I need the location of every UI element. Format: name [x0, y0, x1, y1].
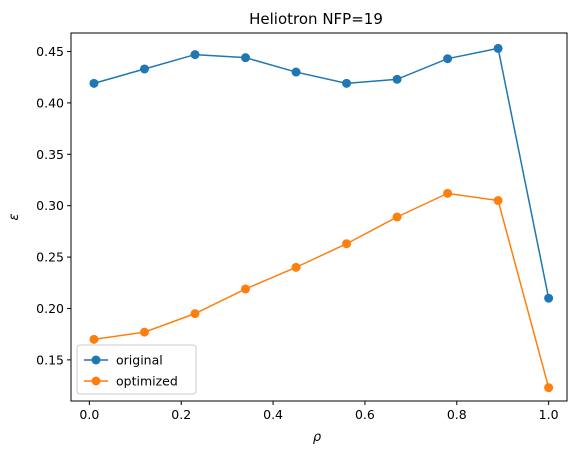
y-tick-label: 0.25 [36, 250, 64, 265]
y-tick-label: 0.45 [36, 44, 64, 59]
y-axis-label: ε [7, 213, 22, 220]
legend-label: original [116, 353, 163, 368]
data-point [291, 67, 301, 77]
data-point [241, 284, 251, 294]
x-tick-label: 0.4 [263, 407, 283, 422]
x-tick-label: 1.0 [539, 407, 559, 422]
legend-marker [91, 376, 101, 386]
y-tick-label: 0.30 [36, 198, 64, 213]
data-point [342, 78, 352, 88]
chart-title: Heliotron NFP=19 [249, 10, 383, 28]
data-point [89, 78, 99, 88]
data-point [89, 334, 99, 344]
data-point [392, 74, 402, 84]
series-line [93, 47, 550, 299]
data-point [544, 383, 554, 393]
y-axis: 0.15 0.20 0.25 0.30 0.35 0.40 0.45 [36, 44, 71, 367]
data-point [190, 50, 200, 60]
data-point [544, 293, 554, 303]
data-point [493, 196, 503, 206]
series-optimized [89, 188, 554, 393]
series-original [89, 43, 554, 303]
data-point [392, 212, 402, 222]
data-point [443, 54, 453, 64]
series-layer [89, 43, 554, 393]
y-tick-label: 0.35 [36, 147, 64, 162]
legend-marker [91, 355, 101, 365]
x-axis-label: ρ [313, 430, 322, 445]
data-point [139, 64, 149, 74]
x-tick-label: 0.0 [79, 407, 99, 422]
x-axis: 0.0 0.2 0.4 0.6 0.8 1.0 [79, 401, 559, 422]
y-tick-label: 0.15 [36, 352, 64, 367]
data-point [139, 327, 149, 337]
x-tick-label: 0.2 [171, 407, 191, 422]
data-point [241, 53, 251, 63]
series-line [93, 192, 550, 388]
plot-area-frame [70, 32, 568, 402]
data-point [493, 43, 503, 53]
data-point [190, 309, 200, 319]
data-point [342, 239, 352, 249]
y-tick-label: 0.40 [36, 95, 64, 110]
x-tick-label: 0.8 [447, 407, 467, 422]
x-tick-label: 0.6 [355, 407, 375, 422]
data-point [291, 262, 301, 272]
legend: original optimized [76, 344, 197, 395]
legend-label: optimized [116, 374, 178, 389]
data-point [443, 188, 453, 198]
y-tick-label: 0.20 [36, 301, 64, 316]
